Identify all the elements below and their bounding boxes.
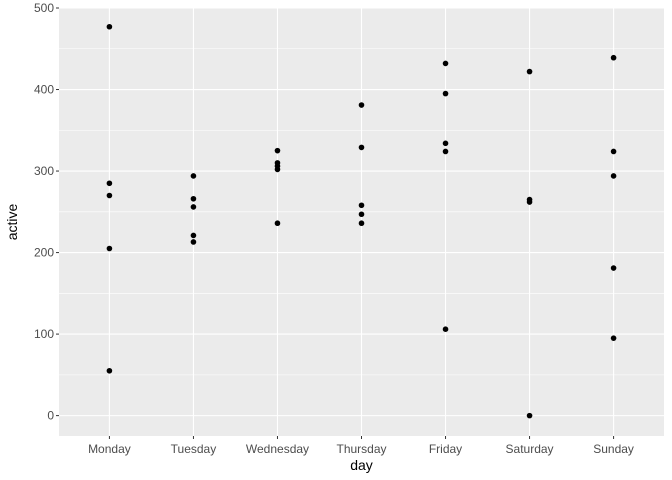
data-point bbox=[610, 335, 617, 341]
data-point bbox=[442, 148, 449, 155]
x-axis-ticks: Monday Tuesday Wednesday Thursday Friday Satu… bbox=[88, 436, 634, 456]
data-point bbox=[274, 147, 281, 154]
x-axis-title: day bbox=[350, 457, 373, 473]
data-point bbox=[358, 202, 365, 209]
major-gridlines bbox=[59, 7, 664, 436]
y-tick-label: 500 bbox=[34, 1, 54, 15]
x-tick-label: Friday bbox=[429, 442, 462, 456]
data-point bbox=[358, 220, 365, 227]
data-point bbox=[442, 140, 449, 147]
data-point bbox=[190, 204, 197, 210]
data-point bbox=[106, 23, 113, 30]
y-tick-label: 200 bbox=[34, 246, 54, 260]
data-point bbox=[610, 265, 617, 271]
data-point bbox=[442, 90, 449, 97]
y-tick-label: 0 bbox=[47, 409, 54, 423]
y-tick-label: 300 bbox=[34, 164, 54, 178]
data-point bbox=[526, 199, 533, 205]
data-point bbox=[442, 326, 449, 333]
data-point bbox=[274, 166, 281, 173]
data-point bbox=[106, 180, 113, 187]
y-axis-ticks: 0 100 200 300 400 500 bbox=[34, 1, 59, 423]
x-tick-label: Tuesday bbox=[171, 442, 217, 456]
data-point bbox=[442, 60, 449, 67]
data-point bbox=[190, 173, 197, 179]
data-point bbox=[526, 68, 533, 75]
data-point bbox=[610, 54, 617, 61]
data-point bbox=[610, 148, 617, 155]
data-point bbox=[106, 245, 113, 252]
data-point bbox=[358, 144, 365, 151]
data-point bbox=[274, 220, 281, 227]
data-point bbox=[106, 367, 113, 374]
y-tick-label: 100 bbox=[34, 327, 54, 341]
x-tick-label: Thursday bbox=[336, 442, 386, 456]
data-point bbox=[190, 239, 197, 245]
data-point bbox=[610, 173, 617, 179]
data-point bbox=[190, 195, 197, 202]
data-point bbox=[358, 102, 365, 108]
x-tick-label: Sunday bbox=[593, 442, 634, 456]
data-points bbox=[106, 23, 617, 419]
y-axis-title: active bbox=[4, 204, 20, 241]
x-tick-label: Saturday bbox=[506, 442, 554, 456]
data-point bbox=[190, 232, 197, 239]
data-point bbox=[358, 211, 365, 218]
x-tick-label: Monday bbox=[88, 442, 131, 456]
y-tick-label: 400 bbox=[34, 83, 54, 97]
data-point bbox=[526, 412, 533, 419]
x-tick-label: Wednesday bbox=[246, 442, 309, 456]
data-point bbox=[106, 192, 113, 199]
